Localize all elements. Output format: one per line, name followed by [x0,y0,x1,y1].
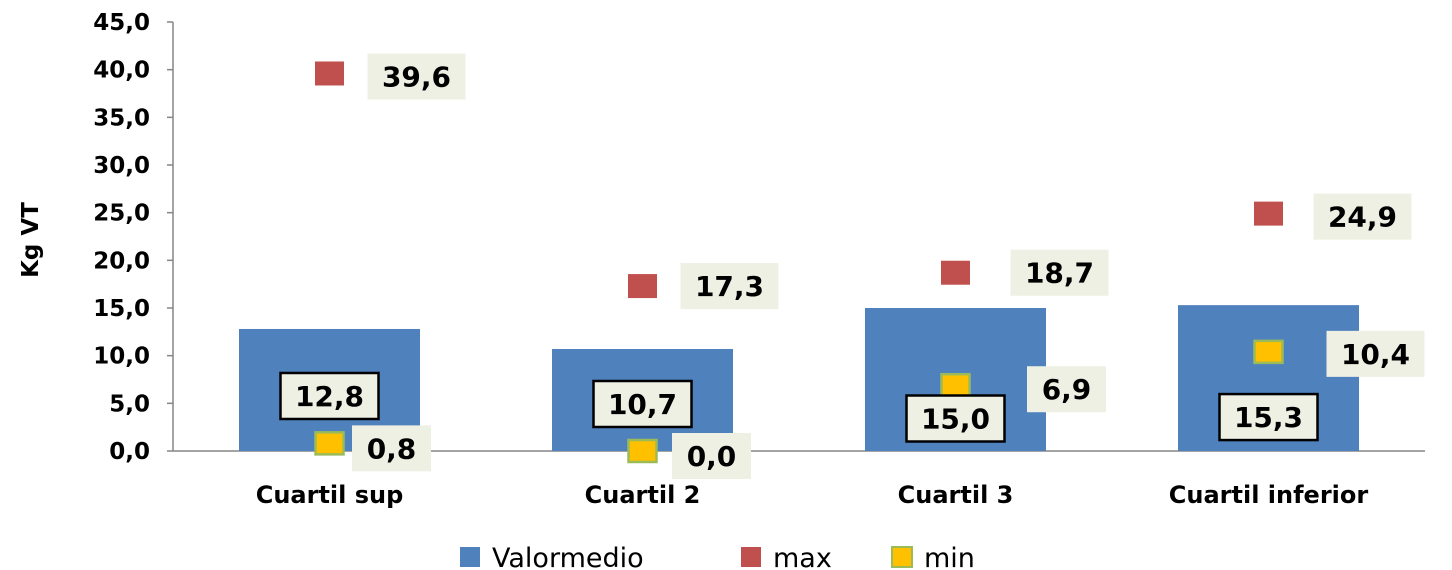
y-tick-label: 40,0 [93,58,150,84]
data-label-max: 17,3 [695,270,764,303]
y-tick-label: 20,0 [93,248,150,274]
y-tick-label: 30,0 [93,153,150,179]
data-label-valormedio-box [905,394,1006,443]
data-label-valormedio-box [592,379,693,429]
legend-swatch-max [741,547,761,567]
data-label-min: 10,4 [1341,338,1410,371]
data-label-min-box [1027,366,1106,413]
marker-min [940,372,971,398]
category-label: Cuartil 2 [585,481,701,509]
legend-swatch-min [891,546,913,568]
data-label-min-box [672,433,751,479]
data-label-max-box [680,263,779,310]
data-label-valormedio-box [279,371,380,421]
marker-min [314,431,345,456]
y-tick-label: 15,0 [93,296,150,322]
data-label-max-box [367,53,466,100]
y-tick-label: 25,0 [93,201,150,227]
markers-group [314,61,1284,464]
legend: Valormedio max min [460,543,975,570]
data-label-max-box [1313,193,1412,240]
data-label-min: 0,0 [687,440,737,473]
data-label-max: 39,6 [382,60,451,93]
marker-max [941,260,970,285]
data-label-valormedio: 15,0 [921,403,990,436]
legend-label-max: max [773,543,832,570]
legend-label-min: min [924,543,975,570]
data-label-valormedio: 15,3 [1234,401,1303,434]
marker-max [1254,201,1283,226]
data-label-valormedio: 12,8 [295,380,364,413]
y-tick-label: 10,0 [93,344,150,370]
data-labels-group: 12,8 39,6 0,8 10,7 17,3 0,0 15,0 18,7 6,9 15,3 24,… [279,53,1425,479]
y-axis-ticks: 0,0 5,0 10,0 15,0 20,0 25,0 30,0 35,0 40,0 45,0 [93,10,173,465]
legend-label-valormedio: Valormedio [492,543,644,570]
data-label-min: 6,9 [1042,373,1092,406]
category-label: Cuartil inferior [1169,481,1369,509]
marker-max [628,274,657,299]
data-label-valormedio-box [1218,392,1319,442]
marker-min [1253,339,1284,365]
y-tick-label: 0,0 [109,439,150,465]
category-label: Cuartil sup [256,481,404,509]
data-label-valormedio: 10,7 [608,388,677,421]
data-label-max: 24,9 [1328,201,1397,234]
category-label: Cuartil 3 [898,481,1014,509]
data-label-min-box [352,425,431,472]
y-tick-label: 5,0 [109,391,150,417]
y-tick-label: 45,0 [93,10,150,36]
data-label-max-box [1010,249,1109,296]
data-label-min-box [1326,330,1425,377]
marker-max [315,61,344,86]
category-labels: Cuartil sup Cuartil 2 Cuartil 3 Cuartil inf… [256,481,1369,509]
y-tick-label: 35,0 [93,105,150,131]
legend-swatch-valormedio [460,547,480,567]
y-axis-label: Kg VT [18,202,44,278]
data-label-max: 18,7 [1025,257,1094,290]
marker-min [627,438,658,464]
data-label-min: 0,8 [367,432,417,465]
